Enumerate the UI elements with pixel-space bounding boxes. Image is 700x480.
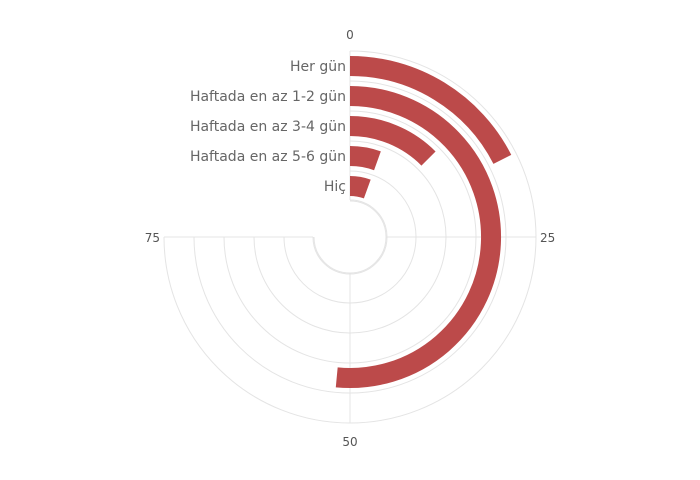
grid-circle-1 (163, 50, 537, 424)
grid-circle-2 (193, 80, 507, 394)
category-labels: Her gün Haftada en az 1-2 gün Haftada en a… (190, 59, 346, 195)
category-label-4: Hiç (324, 179, 346, 195)
angular-tick-label-1: 25 (540, 231, 555, 245)
bar-series (335, 56, 512, 388)
angular-axis-ticks: 0 25 50 75 (145, 28, 556, 449)
grid-circle-4 (253, 140, 447, 334)
category-label-1: Haftada en az 1-2 gün (190, 89, 346, 105)
category-label-2: Haftada en az 3-4 gün (190, 119, 346, 135)
category-label-0: Her gün (290, 59, 346, 75)
angular-tick-label-3: 75 (145, 231, 160, 245)
category-label-3: Haftada en az 5-6 gün (190, 149, 346, 165)
grid-circle-5 (283, 170, 417, 304)
grid-circle-6 (313, 200, 387, 274)
angular-tick-label-0: 0 (346, 28, 354, 42)
grid-circle-0 (312, 199, 388, 275)
bar-0 (349, 56, 512, 165)
angular-tick-label-2: 50 (342, 435, 357, 449)
polar-grid (163, 50, 537, 424)
bar-1 (335, 86, 502, 388)
bar-4 (349, 176, 371, 199)
bar-2 (349, 116, 436, 166)
grid-circle-3 (223, 110, 477, 364)
bar-3 (349, 146, 381, 171)
